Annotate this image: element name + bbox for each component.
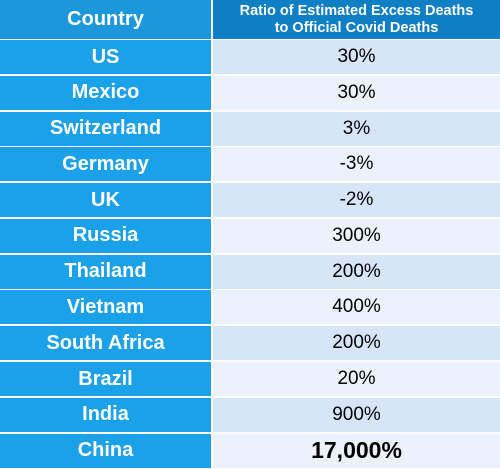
ratio-value-cell: 400% <box>213 290 500 325</box>
ratio-value-cell: 20% <box>213 362 500 397</box>
country-cell: UK <box>0 183 211 218</box>
header-country: Country <box>0 0 211 39</box>
table-row: UK -2% <box>0 183 500 218</box>
table-row: Vietnam 400% <box>0 290 500 325</box>
ratio-value-cell: 300% <box>213 218 500 253</box>
ratio-value-cell: -2% <box>213 183 500 218</box>
country-cell: Switzerland <box>0 111 211 146</box>
country-cell: Vietnam <box>0 290 211 325</box>
table-row: Russia 300% <box>0 218 500 253</box>
country-cell: China <box>0 433 211 468</box>
table-row: South Africa 200% <box>0 326 500 361</box>
ratio-value-cell: 30% <box>213 75 500 110</box>
country-cell: Germany <box>0 147 211 182</box>
table-row: India 900% <box>0 397 500 432</box>
country-cell: US <box>0 40 211 74</box>
ratio-value-cell: -3% <box>213 147 500 182</box>
ratio-value-cell: 900% <box>213 397 500 432</box>
ratio-value-cell: 200% <box>213 326 500 361</box>
table-row: US 30% <box>0 40 500 74</box>
ratio-value-cell: 30% <box>213 40 500 74</box>
country-cell: Brazil <box>0 362 211 397</box>
table-header: Country Ratio of Estimated Excess Deaths… <box>0 0 500 39</box>
header-ratio: Ratio of Estimated Excess Deaths to Offi… <box>213 0 500 39</box>
header-ratio-line2: to Official Covid Deaths <box>274 19 439 36</box>
ratio-value-cell: 17,000% <box>213 433 500 468</box>
table-row: Mexico 30% <box>0 75 500 110</box>
table-row: Brazil 20% <box>0 362 500 397</box>
table-row: China 17,000% <box>0 433 500 468</box>
header-country-label: Country <box>67 8 144 30</box>
country-cell: South Africa <box>0 326 211 361</box>
table-row: Switzerland 3% <box>0 111 500 146</box>
country-cell: Thailand <box>0 254 211 289</box>
country-cell: Mexico <box>0 75 211 110</box>
country-cell: Russia <box>0 218 211 253</box>
ratio-value-cell: 200% <box>213 254 500 289</box>
table-row: Germany -3% <box>0 147 500 182</box>
table-row: Thailand 200% <box>0 254 500 289</box>
ratio-value-cell: 3% <box>213 111 500 146</box>
header-ratio-line1: Ratio of Estimated Excess Deaths <box>239 2 474 19</box>
country-cell: India <box>0 397 211 432</box>
